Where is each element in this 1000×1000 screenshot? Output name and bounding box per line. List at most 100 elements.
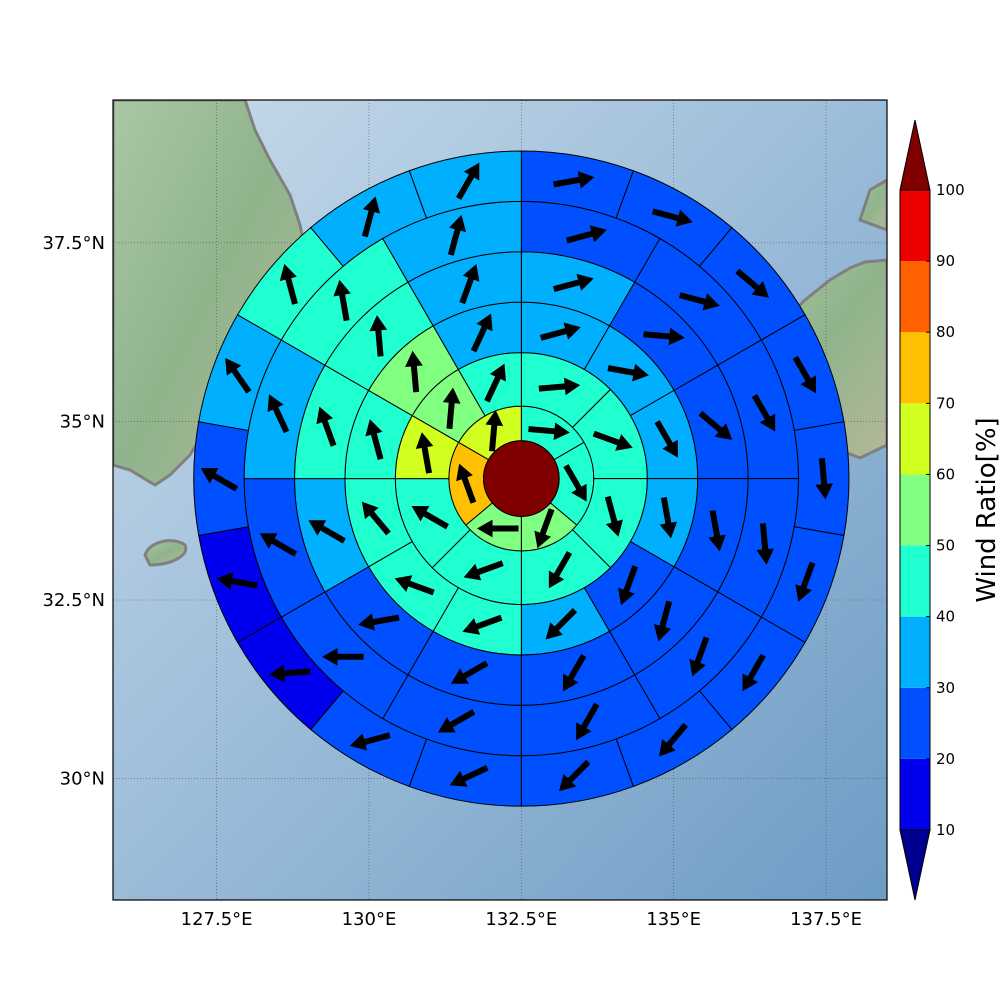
wind-arrow-r6-s5	[815, 457, 834, 500]
x-tick-label: 130°E	[342, 909, 397, 930]
colorbar-tick-label: 100	[936, 181, 965, 199]
sector-rings	[193, 150, 850, 807]
x-tick-label: 135°E	[646, 909, 701, 930]
wind-arrow-r5-s2	[678, 292, 720, 311]
wind-arrow-r4-s3	[698, 410, 733, 440]
wind-arrow-r6-s11	[349, 732, 391, 751]
wind-arrow-r1-s3	[534, 508, 555, 549]
wind-arrow-r6-s4	[792, 355, 817, 394]
wind-arrow-r6-s8	[658, 722, 688, 757]
wind-arrow-r1-s4	[476, 519, 519, 538]
wind-arrow-r2-s4	[548, 550, 573, 589]
wind-arrow-r4-s7	[451, 660, 489, 684]
wind-arrow-r2-s2	[592, 430, 633, 451]
wind-arrow-r2-s9	[484, 363, 506, 403]
wind-arrow-r3-s12	[470, 313, 493, 353]
wind-arrow-r3-s6	[545, 607, 578, 640]
wind-arrow-r3-s2	[607, 363, 649, 382]
colorbar-segment	[900, 616, 930, 688]
wind-arrow-r4-s4	[708, 509, 726, 552]
wind-arrow-r6-s7	[742, 653, 766, 692]
wind-arrow-r6-s18	[455, 162, 480, 201]
wind-arrow-r5-s9	[259, 533, 298, 557]
wind-arrow-r5-s12	[447, 214, 467, 256]
wind-arrow-r5-s5	[689, 636, 710, 677]
colorbar-segment	[900, 261, 930, 333]
colorbar-tick-label: 60	[936, 465, 955, 483]
wind-arrow-r5-s3	[751, 394, 776, 432]
wind-arrow-r1-s1	[528, 422, 570, 441]
wind-arrow-r5-s1	[566, 225, 607, 244]
wind-arrow-r4-s6	[562, 654, 587, 692]
colorbar-frame	[899, 189, 931, 831]
colorbar-tick-label: 80	[936, 323, 955, 341]
wind-arrow-r3-s5	[617, 565, 639, 606]
wind-arrow-r3-s7	[462, 614, 503, 635]
wind-arrow-r5-s4	[756, 523, 775, 565]
wind-arrow-r5-s8	[322, 647, 364, 666]
colorbar-tick-label: 90	[936, 252, 955, 270]
wind-arrow-r5-s7	[437, 709, 476, 733]
wind-arrow-r4-s8	[358, 613, 400, 631]
wind-arrow-r2-s1	[538, 377, 581, 396]
wind-arrow-r4-s12	[459, 264, 480, 305]
colorbar-tick-label: 50	[936, 537, 955, 555]
colorbar-segment	[900, 474, 930, 546]
wind-arrow-r3-s9	[361, 501, 391, 536]
wind-arrow-r3-s10	[365, 419, 384, 460]
wind-arrow-r5-s10	[267, 394, 290, 434]
colorbar-tick-label: 10	[936, 821, 955, 839]
wind-arrow-r1-s5	[456, 463, 477, 504]
wind-arrow-r6-s3	[735, 268, 770, 298]
wind-arrow-r5-s6	[576, 702, 600, 741]
wind-arrow-r3-s4	[659, 496, 678, 539]
colorbar-segment	[900, 332, 930, 404]
wind-arrow-r2-s8	[442, 387, 461, 430]
colorbar-extend-max	[899, 119, 931, 191]
wind-arrow-r4-s1	[552, 273, 594, 293]
colorbar-tick-label: 20	[936, 750, 955, 768]
wind-arrow-r5-s11	[333, 279, 351, 322]
wind-arrow-r6-s13	[216, 572, 258, 590]
wind-arrow-r2-s3	[604, 495, 623, 537]
jeju-island	[143, 539, 188, 567]
axis-tick-labels: 127.5°E 130°E 132.5°E 135°E 137.5°E 30°N 32.5°…	[42, 233, 862, 930]
wind-arrows	[200, 162, 834, 792]
wind-arrow-r3-s3	[654, 420, 678, 458]
wind-arrow-r4-s9	[308, 520, 346, 544]
noto-peninsula	[858, 178, 887, 232]
wind-arrow-r4-s10	[316, 406, 337, 447]
y-tick-label: 35°N	[60, 411, 105, 432]
y-tick-label: 30°N	[60, 769, 105, 790]
x-tick-label: 132.5°E	[485, 909, 557, 930]
wind-arrow-r6-s10	[449, 765, 489, 787]
colorbar-label: Wind Ratio[%]	[972, 417, 1000, 602]
wind-arrow-r6-s1	[553, 171, 595, 189]
colorbar-segment	[900, 545, 930, 617]
wind-arrow-r6-s14	[200, 468, 239, 492]
wind-arrow-r3-s1	[539, 322, 581, 341]
y-tick-label: 37.5°N	[42, 233, 105, 254]
wind-arrow-r6-s6	[795, 561, 816, 602]
wind-arrow-r4-s5	[653, 600, 673, 642]
colorbar-segment	[900, 403, 930, 475]
wind-arrow-r2-s6	[411, 505, 449, 530]
map-frame	[112, 99, 888, 901]
colorbar-extend-min	[899, 829, 931, 901]
x-tick-label: 137.5°E	[790, 909, 862, 930]
wind-arrow-r6-s9	[558, 759, 591, 792]
wind-arrow-r3-s8	[394, 575, 435, 596]
colorbar-tick-label: 70	[936, 394, 955, 412]
center-circle	[483, 440, 560, 517]
wind-arrow-r6-s2	[651, 208, 693, 227]
wind-arrow-r6-s17	[361, 196, 381, 238]
y-tick-label: 32.5°N	[42, 590, 105, 611]
wind-arrow-r1-s2	[563, 464, 587, 502]
wind-arrow-r6-s15	[225, 357, 252, 394]
colorbar-tick-label: 30	[936, 679, 955, 697]
colorbar: 10 20 30 40 50 60 70 80 90 100 Wind Ratio[%]	[899, 119, 1000, 901]
wind-arrow-r3-s11	[405, 350, 423, 393]
wind-arrow-r1-s6	[485, 409, 504, 452]
wind-arrow-r4-s11	[369, 315, 388, 357]
